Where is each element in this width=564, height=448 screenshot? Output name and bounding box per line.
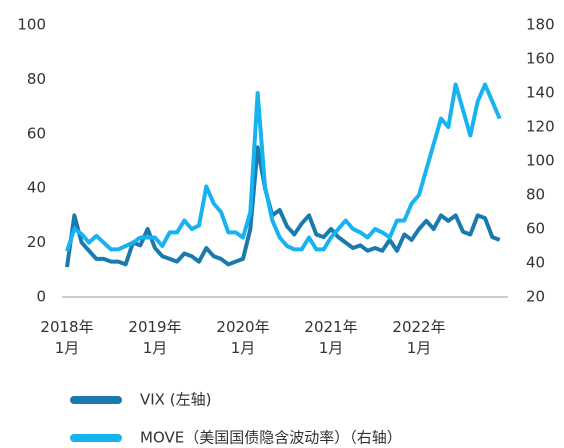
legend-label: MOVE（美国国债隐含波动率）（右轴） <box>140 429 402 447</box>
y-tick-label: 40 <box>27 179 46 197</box>
y2-tick-label: 20 <box>526 288 545 306</box>
y-tick-label: 0 <box>36 288 46 306</box>
y2-tick-label: 60 <box>526 220 545 238</box>
x-tick-label: 2022年 1月 <box>392 318 446 357</box>
x-tick-label: 2020年 1月 <box>216 318 270 357</box>
y2-tick-label: 80 <box>526 186 545 204</box>
x-tick-label: 2021年 1月 <box>304 318 358 357</box>
y2-tick-label: 120 <box>526 118 555 136</box>
y-tick-label: 20 <box>27 233 46 251</box>
y-tick-label: 60 <box>27 124 46 142</box>
y2-tick-label: 160 <box>526 50 555 68</box>
y2-tick-label: 40 <box>526 254 545 272</box>
series-line <box>65 82 502 252</box>
y2-tick-label: 100 <box>526 152 555 170</box>
x-tick-label: 2018年 1月 <box>40 318 94 357</box>
legend-label: VIX (左轴) <box>140 391 211 409</box>
y-tick-label: 80 <box>27 70 46 88</box>
series-line <box>65 145 501 268</box>
y2-tick-label: 180 <box>526 16 555 34</box>
y2-tick-label: 140 <box>526 84 555 102</box>
x-tick-label: 2019年 1月 <box>128 318 182 357</box>
y-tick-label: 100 <box>17 16 46 34</box>
